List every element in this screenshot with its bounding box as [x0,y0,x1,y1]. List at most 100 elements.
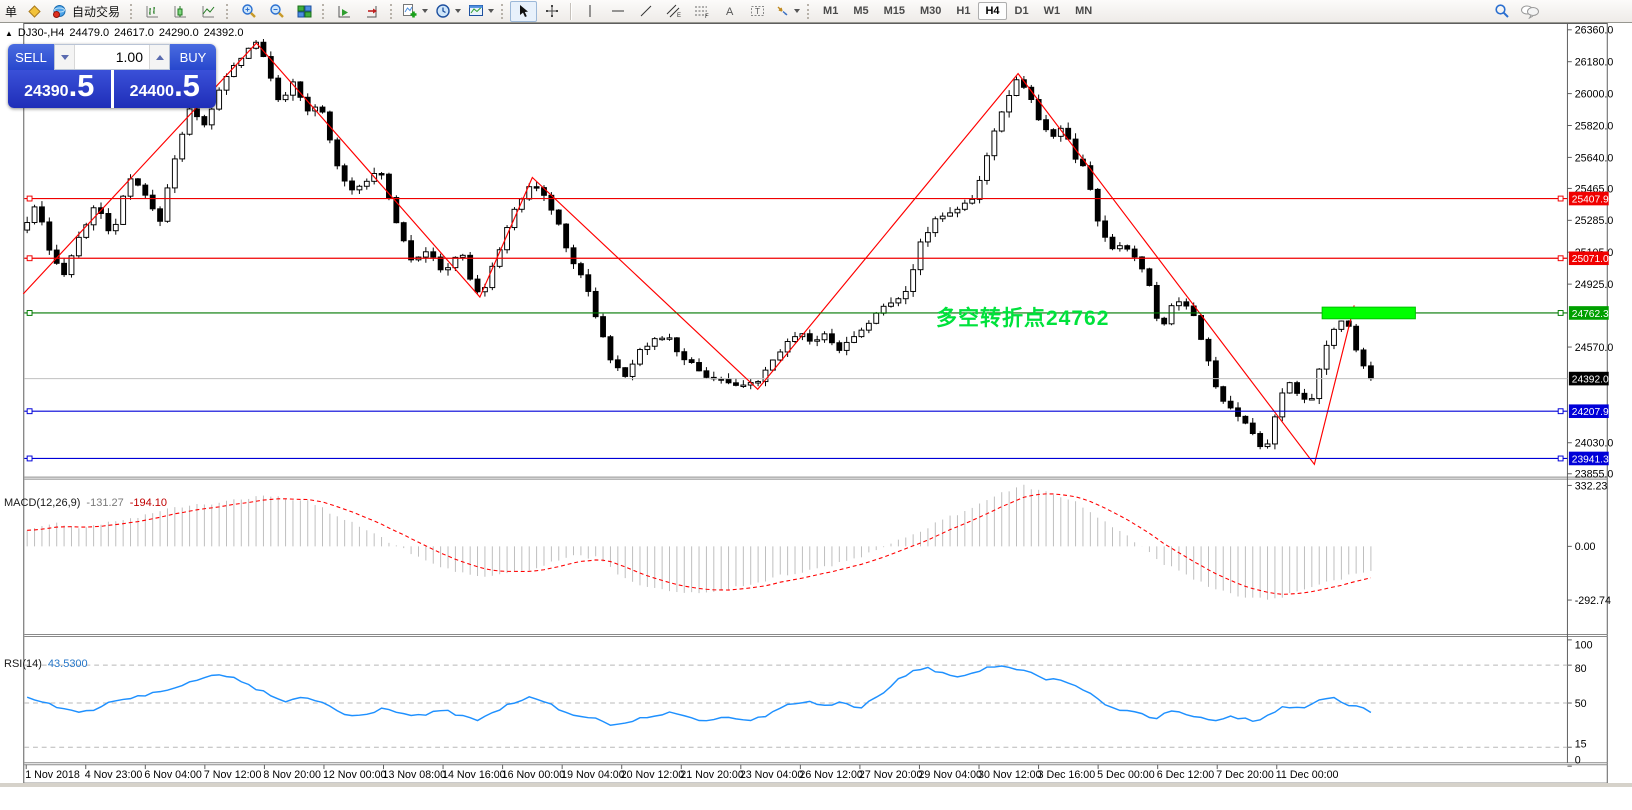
auto-trading-button[interactable]: 自动交易 [49,1,126,22]
sell-price-button[interactable]: 24390.5 [8,70,111,108]
horizontal-line-icon [611,10,624,12]
svg-text:8 Nov 20:00: 8 Nov 20:00 [263,769,321,781]
arrows-button[interactable] [772,1,803,22]
svg-text:A: A [726,6,734,18]
tab-timeframe-w1[interactable]: W1 [1043,5,1061,17]
toolbar-grip[interactable] [501,3,506,19]
bar-chart-icon [146,5,159,17]
vertical-line-button[interactable] [576,1,603,22]
crosshair-button[interactable] [538,1,565,22]
search-icon [1494,4,1509,18]
text-button[interactable]: A [716,1,743,22]
svg-text:332.23: 332.23 [1575,480,1608,492]
horizontal-line-button[interactable] [604,1,631,22]
cursor-icon [519,5,528,17]
tab-timeframe-mn[interactable]: MN [1075,5,1093,17]
svg-text:25407.9: 25407.9 [1572,194,1609,205]
new-order-button[interactable] [21,1,48,22]
bar-chart-button[interactable] [139,1,166,22]
zoom-in-button[interactable] [235,1,262,22]
equidistant-channel-icon: E [666,4,681,19]
vertical-line-icon [589,5,591,17]
macd-name: MACD(12,26,9) [4,497,81,509]
indicators-button[interactable] [399,1,431,22]
periods-button[interactable] [432,1,464,22]
buy-price-button[interactable]: 24400.5 [113,68,216,108]
svg-text:-292.74: -292.74 [1575,595,1611,607]
templates-icon [469,5,484,16]
svg-text:26 Nov 12:00: 26 Nov 12:00 [799,769,863,781]
volume-widget: 1.00 [54,44,170,70]
auto-scroll-icon [338,5,351,17]
tab-timeframe-m1[interactable]: M1 [823,5,839,17]
tab-timeframe-d1[interactable]: D1 [1014,5,1029,17]
fibonacci-button[interactable]: F [688,1,715,22]
text-label-button[interactable]: T [744,1,771,22]
volume-decrease-button[interactable] [55,45,75,69]
tab-timeframe-h1[interactable]: H1 [956,5,971,17]
templates-button[interactable] [465,1,497,22]
tab-timeframe-m15[interactable]: M15 [883,5,905,17]
order-menu-label[interactable]: 单 [5,4,18,19]
auto-trading-icon [53,4,66,18]
svg-text:6 Nov 04:00: 6 Nov 04:00 [144,769,202,781]
toolbar-grip[interactable] [390,3,395,19]
toolbar-grip[interactable] [226,3,231,19]
toolbar-grip[interactable] [807,3,812,19]
sell-button[interactable]: SELL [8,44,54,70]
chart-shift-icon [367,5,378,17]
tab-timeframe-h4[interactable]: H4 [978,2,1007,20]
svg-text:15: 15 [1575,739,1587,751]
svg-text:20 Nov 12:00: 20 Nov 12:00 [621,769,685,781]
toolbar-grip[interactable] [130,3,135,19]
svg-text:1 Nov 2018: 1 Nov 2018 [25,769,80,781]
svg-text:23 Nov 04:00: 23 Nov 04:00 [740,769,804,781]
svg-text:24392.0: 24392.0 [1572,374,1609,385]
fibonacci-icon: F [694,6,709,19]
trendline-button[interactable] [632,1,659,22]
chart-annotation-text: 多空转折点24762 [936,307,1110,330]
svg-text:100: 100 [1575,640,1593,652]
equidistant-channel-button[interactable]: E [660,1,687,22]
toolbar: 单 自动交易 [0,0,1632,23]
svg-text:21 Nov 20:00: 21 Nov 20:00 [680,769,744,781]
buy-price-big: .5 [174,68,200,103]
chart-shift-button[interactable] [359,1,386,22]
symbol-timeframe: DJ30-,H4 [17,27,65,39]
auto-scroll-button[interactable] [331,1,358,22]
svg-text:3 Dec 16:00: 3 Dec 16:00 [1038,769,1096,781]
svg-text:25640.0: 25640.0 [1575,152,1614,164]
zoom-in-icon [241,4,256,18]
svg-text:24207.9: 24207.9 [1572,407,1609,418]
sell-price-main: 24390 [24,83,69,100]
ohlc-close: 24392.0 [203,27,244,39]
svg-text:0: 0 [1575,754,1581,766]
svg-text:26360.0: 26360.0 [1575,25,1614,37]
search-button[interactable] [1488,1,1515,22]
chevron-down-icon [488,9,495,13]
tab-timeframe-m30[interactable]: M30 [920,5,942,17]
toolbar-grip[interactable] [322,3,327,19]
volume-input[interactable]: 1.00 [115,49,143,65]
svg-text:26000.0: 26000.0 [1575,88,1614,100]
cursor-button[interactable] [510,0,538,22]
chat-button[interactable] [1516,1,1543,22]
tab-timeframe-m5[interactable]: M5 [853,5,869,17]
zoom-out-button[interactable] [263,1,290,22]
svg-text:12 Nov 00:00: 12 Nov 00:00 [323,769,387,781]
svg-text:13 Nov 08:00: 13 Nov 08:00 [383,769,447,781]
line-chart-button[interactable] [195,1,222,22]
tile-windows-button[interactable] [291,1,318,22]
svg-text:24570.0: 24570.0 [1575,342,1614,354]
buy-button[interactable]: BUY [170,44,216,70]
svg-text:11 Dec 00:00: 11 Dec 00:00 [1276,769,1339,781]
triangle-icon: ▲ [5,28,13,38]
svg-text:23941.3: 23941.3 [1572,454,1609,465]
svg-text:25285.0: 25285.0 [1575,215,1614,227]
chevron-down-icon [60,54,69,60]
candlestick-chart-button[interactable] [167,1,194,22]
volume-increase-button[interactable] [149,45,169,69]
indicators-icon [403,4,417,18]
chart-canvas[interactable]: 26360.026180.026000.025820.025640.025465… [0,23,1632,806]
